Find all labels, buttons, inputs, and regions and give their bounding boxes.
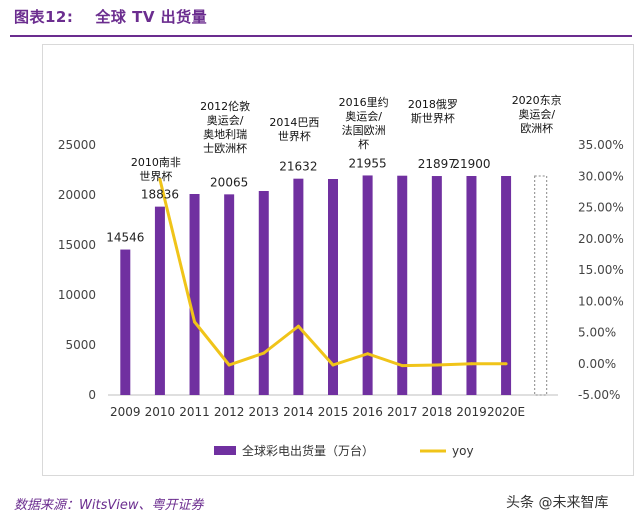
yoy-point <box>193 320 197 324</box>
event-annotation: 士欧洲杯 <box>203 141 247 155</box>
event-annotation: 2012伦敦 <box>200 99 250 113</box>
figure-title: 图表12: 全球 TV 出货量 <box>14 6 207 27</box>
yoy-point <box>158 177 162 181</box>
x-tick-label: 2018 <box>422 405 453 419</box>
y-left-tick-label: 25000 <box>58 138 96 152</box>
bar <box>431 176 442 395</box>
bar-data-label: 14546 <box>106 231 144 245</box>
x-tick-label: 2020E <box>487 405 525 419</box>
bar-data-label: 21632 <box>279 160 317 174</box>
bar <box>397 175 408 395</box>
event-annotation: 杯 <box>358 137 369 151</box>
event-annotation: 世界杯 <box>139 169 172 183</box>
title-divider <box>10 35 632 37</box>
figure-label: 图表12: <box>14 8 74 26</box>
event-annotation: 2014巴西 <box>269 116 319 129</box>
bar-data-label: 21955 <box>349 156 387 170</box>
event-annotation: 世界杯 <box>278 129 311 143</box>
yoy-point <box>296 324 300 328</box>
x-tick-label: 2016 <box>352 405 383 419</box>
bar <box>362 175 373 395</box>
yoy-point <box>504 362 508 366</box>
bar-data-label: 21897 <box>418 157 456 171</box>
x-tick-label: 2013 <box>248 405 279 419</box>
event-annotation: 奥运会/ <box>345 109 382 123</box>
yoy-point <box>262 351 266 355</box>
y-right-tick-label: 35.00% <box>578 138 624 152</box>
x-tick-label: 2009 <box>110 405 141 419</box>
x-tick-label: 2014 <box>283 405 314 419</box>
bar-data-label: 18836 <box>141 188 179 202</box>
yoy-point <box>366 352 370 356</box>
bar-data-label: 20065 <box>210 175 248 189</box>
event-annotation: 2018俄罗 <box>408 98 458 111</box>
placeholder-bar <box>534 175 548 396</box>
y-right-tick-label: 15.00% <box>578 263 624 277</box>
yoy-point <box>227 363 231 367</box>
bar-data-label: 21900 <box>452 157 490 171</box>
event-annotation: 奥地利瑞 <box>203 127 247 141</box>
y-left-tick-label: 10000 <box>58 288 96 302</box>
chart-frame <box>42 44 634 476</box>
y-right-tick-label: 20.00% <box>578 232 624 246</box>
bar <box>501 176 512 395</box>
yoy-point <box>400 364 404 368</box>
bar <box>466 176 477 395</box>
y-right-tick-label: 25.00% <box>578 201 624 215</box>
event-annotation: 法国欧洲 <box>342 123 386 137</box>
x-tick-label: 2019 <box>456 405 487 419</box>
y-right-tick-label: 30.00% <box>578 169 624 183</box>
x-tick-label: 2011 <box>179 405 210 419</box>
bar <box>224 194 235 395</box>
event-annotation: 斯世界杯 <box>411 111 455 125</box>
legend-bar-swatch <box>214 446 236 455</box>
watermark: 头条 @未来智库 <box>506 495 609 511</box>
event-annotation: 2016里约 <box>339 96 389 109</box>
y-left-tick-label: 0 <box>88 388 96 402</box>
bar <box>293 178 304 395</box>
x-tick-label: 2010 <box>145 405 176 419</box>
y-left-tick-label: 20000 <box>58 188 96 202</box>
bar <box>189 194 200 395</box>
event-annotation: 2020东京 <box>512 93 562 107</box>
y-right-tick-label: 5.00% <box>578 326 616 340</box>
bar <box>120 249 131 395</box>
x-tick-label: 2017 <box>387 405 418 419</box>
legend-bar-label: 全球彩电出货量（万台） <box>242 443 374 458</box>
bar <box>328 179 338 395</box>
bar <box>154 206 165 395</box>
event-annotation: 欧洲杯 <box>520 121 553 135</box>
yoy-point <box>469 362 473 366</box>
y-right-tick-label: 0.00% <box>578 357 616 371</box>
y-left-tick-label: 15000 <box>58 238 96 252</box>
x-tick-label: 2015 <box>318 405 349 419</box>
chart-title: 全球 TV 出货量 <box>95 8 208 26</box>
x-tick-label: 2012 <box>214 405 245 419</box>
y-right-tick-label: -5.00% <box>578 388 620 402</box>
event-annotation: 2010南非 <box>131 156 181 169</box>
yoy-point <box>435 363 439 367</box>
y-right-tick-label: 10.00% <box>578 294 624 308</box>
yoy-point <box>331 363 335 367</box>
bar <box>258 191 269 395</box>
source-note: 数据来源：WitsView、粤开证券 <box>14 498 204 513</box>
y-left-tick-label: 5000 <box>65 338 96 352</box>
legend-line-label: yoy <box>452 444 474 458</box>
event-annotation: 奥运会/ <box>518 107 555 121</box>
event-annotation: 奥运会/ <box>207 113 244 127</box>
